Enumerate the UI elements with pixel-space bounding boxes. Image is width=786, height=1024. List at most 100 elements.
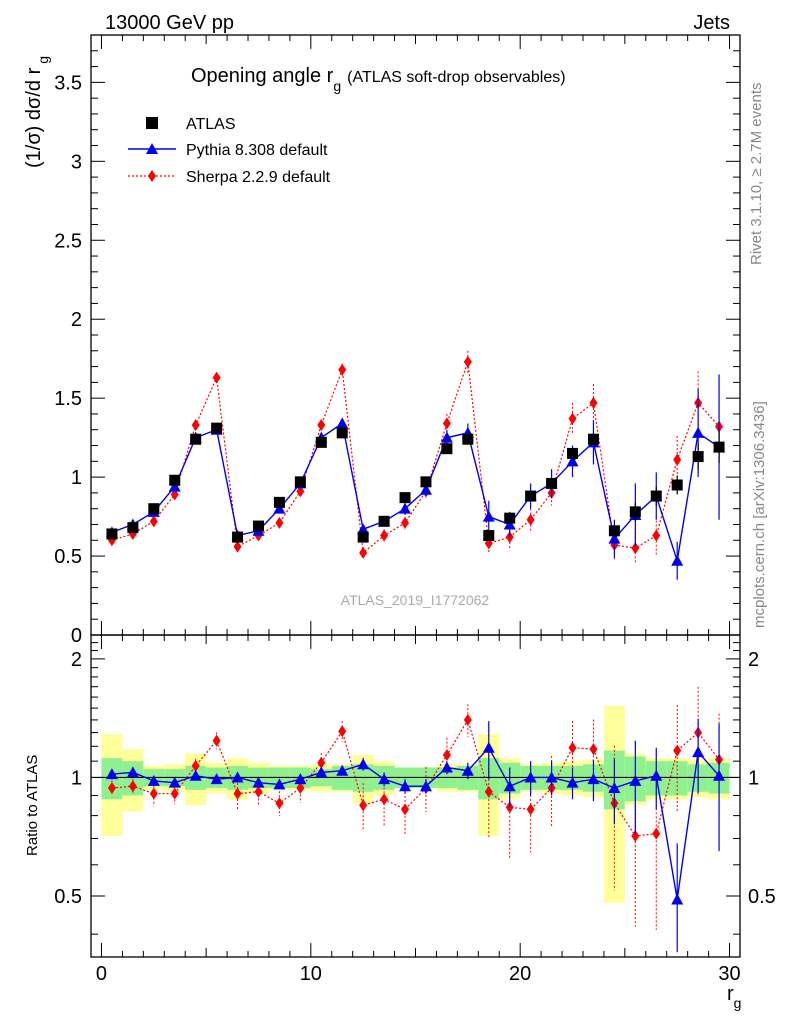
sherpa-point <box>233 540 242 553</box>
ratio-y-tick-label: 2 <box>71 649 82 671</box>
ratio-y-tick-label: 0.5 <box>54 886 82 908</box>
x-axis-label: rg <box>727 983 741 1011</box>
ratio-pythia-point <box>273 778 286 790</box>
ratio-pythia-point <box>315 766 328 778</box>
pythia-point <box>273 502 286 514</box>
sherpa-point <box>317 419 326 431</box>
sherpa-point <box>212 371 221 384</box>
sherpa-point <box>275 516 284 529</box>
main-y-tick-label: 2 <box>71 309 82 331</box>
ratio-pythia-line <box>111 746 720 900</box>
ratio-sherpa-point <box>568 741 577 754</box>
ratio-y-tick-label: 1 <box>71 767 82 789</box>
ratio-sherpa-point <box>233 787 242 800</box>
pythia-point <box>608 532 621 544</box>
ratio-pythia-point <box>461 764 474 776</box>
ratio-pythia-point <box>629 774 642 786</box>
atlas-point <box>504 512 516 524</box>
sherpa-point <box>652 529 661 542</box>
atlas-point <box>106 528 118 540</box>
main-data-layer <box>105 350 726 580</box>
ratio-pythia-point <box>168 776 181 788</box>
ratio-pythia-point <box>210 773 223 785</box>
pythia-point <box>503 518 516 530</box>
ratio-pythia-point <box>566 776 579 788</box>
ratio-pythia-point <box>294 773 307 785</box>
ratio-pythia-point <box>524 771 537 783</box>
ratio-sherpa-line <box>111 718 720 837</box>
rivet-version-label: Rivet 3.1.10, ≥ 2.7M events <box>748 83 765 266</box>
ratio-sherpa-point <box>317 756 326 769</box>
sherpa-point <box>589 396 598 409</box>
ratio-pythia-point <box>189 769 202 781</box>
atlas-point <box>336 427 348 439</box>
ratio-sherpa-point <box>463 713 472 726</box>
ratio-sherpa-point <box>191 759 200 772</box>
main-y-tick-label: 1.5 <box>54 388 82 410</box>
ratio-sherpa-point <box>149 787 158 800</box>
ratio-y-tick-label-right: 0.5 <box>748 886 776 908</box>
pythia-point <box>357 523 370 535</box>
atlas-point <box>692 451 704 463</box>
pythia-point <box>336 417 349 429</box>
x-tick-label: 30 <box>718 963 740 985</box>
legend-label-pythia: Pythia 8.308 default <box>186 142 328 159</box>
legend-label-sherpa: Sherpa 2.2.9 default <box>186 169 331 186</box>
ratio-sherpa-point <box>107 782 116 795</box>
pythia-point <box>440 431 453 443</box>
main-y-ticks: 0 0.5 1 1.5 2 2.5 3 3.5 <box>54 50 740 647</box>
ratio-sherpa-point <box>296 782 305 795</box>
main-title: Opening angle rg (ATLAS soft-drop observa… <box>191 65 566 94</box>
main-x-ticks <box>100 35 731 635</box>
pythia-point <box>168 480 181 492</box>
atlas-point <box>211 422 223 434</box>
ratio-x-ticks: 0 10 20 30 <box>96 635 741 985</box>
ratio-pythia-point <box>671 893 684 905</box>
ratio-pythia-point <box>147 774 160 786</box>
ratio-sherpa-point <box>254 785 263 798</box>
atlas-point <box>294 476 306 488</box>
main-panel: 0 0.5 1 1.5 2 2.5 3 3.5 <box>54 34 741 647</box>
pythia-point <box>566 455 579 467</box>
ratio-sherpa-point <box>170 787 179 800</box>
atlas-point <box>378 515 390 527</box>
atlas-point <box>462 433 474 445</box>
atlas-point <box>273 496 285 508</box>
pythia-point <box>482 510 495 522</box>
ratio-data-layer <box>91 686 740 953</box>
atlas-point <box>587 433 599 445</box>
atlas-point <box>608 525 620 537</box>
ratio-sherpa-point <box>589 743 598 756</box>
ratio-pythia-point <box>692 746 705 758</box>
main-y-tick-label: 0.5 <box>54 546 82 568</box>
atlas-point <box>399 492 411 504</box>
atlas-point <box>650 490 662 502</box>
main-y-tick-label: 0 <box>71 625 82 647</box>
sherpa-point <box>191 419 200 431</box>
pythia-point <box>671 554 684 566</box>
main-y-tick-label: 2.5 <box>54 230 82 252</box>
atlas-point <box>148 503 160 515</box>
main-y-axis-label: (1/σ) dσ/d rg <box>23 56 51 168</box>
mcplots-label: mcplots.cern.ch [arXiv:1306.3436] <box>751 401 768 628</box>
atlas-point <box>127 522 139 534</box>
sherpa-point <box>149 515 158 528</box>
ratio-sherpa-point <box>442 749 451 762</box>
ratio-pythia-point <box>419 780 432 792</box>
ratio-sherpa-point <box>401 803 410 816</box>
pythia-point <box>399 502 412 514</box>
legend: ATLAS Pythia 8.308 default Sherpa 2.2.9 … <box>128 116 331 186</box>
ratio-sherpa-point <box>652 827 661 840</box>
ratio-sherpa-point <box>338 725 347 738</box>
ratio-y-axis-label: Ratio to ATLAS <box>24 755 41 856</box>
atlas-point <box>629 506 641 518</box>
sherpa-point <box>631 542 640 555</box>
atlas-point <box>190 433 202 445</box>
ratio-pythia-point <box>336 764 349 776</box>
ratio-pythia-point <box>357 758 370 770</box>
ratio-band-inner <box>122 761 144 796</box>
main-y-tick-label: 3 <box>71 151 82 173</box>
atlas-point <box>567 447 579 459</box>
sherpa-point <box>380 529 389 542</box>
